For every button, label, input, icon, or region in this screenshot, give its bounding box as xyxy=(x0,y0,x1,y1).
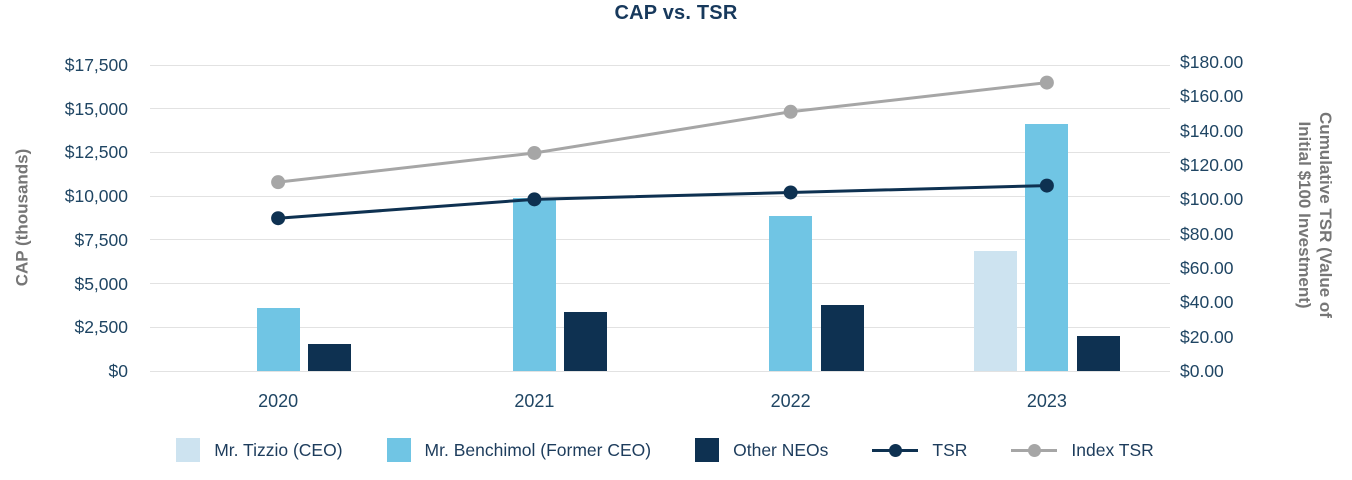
bar-other-neos-2020 xyxy=(308,343,352,371)
legend-swatch-icon xyxy=(695,438,720,462)
marker-index-tsr-2021 xyxy=(527,145,542,160)
legend-item-mr-tizzio-ceo: Mr. Tizzio (CEO) xyxy=(176,438,343,462)
x-axis-label-2023: 2023 xyxy=(1026,391,1067,411)
right-axis-tick-label: $0.00 xyxy=(1180,361,1224,381)
legend-item-other-neos: Other NEOs xyxy=(695,438,828,462)
left-axis-tick-label: $5,000 xyxy=(74,273,128,294)
right-axis-tick-label: $100.00 xyxy=(1180,189,1244,210)
right-axis-tick-label: $180.00 xyxy=(1180,52,1244,72)
right-axis-tick-label: $80.00 xyxy=(1180,223,1234,244)
legend-label: Index TSR xyxy=(1071,439,1154,460)
left-axis-tick-label: $15,000 xyxy=(64,98,128,119)
bar-mr-benchimol-former-ceo-2023 xyxy=(1025,123,1069,371)
legend: Mr. Tizzio (CEO) Mr. Benchimol (Former CE… xyxy=(0,438,1330,462)
left-axis-tick-label: $0 xyxy=(108,361,128,381)
bar-other-neos-2021 xyxy=(564,311,608,371)
legend-label: Mr. Tizzio (CEO) xyxy=(214,439,343,460)
gridline xyxy=(150,239,1170,241)
x-axis-label-2022: 2022 xyxy=(770,391,811,411)
left-axis-tick-label: $7,500 xyxy=(74,229,128,250)
right-axis-tick-label: $140.00 xyxy=(1180,120,1244,141)
marker-tsr-2022 xyxy=(783,185,798,200)
legend-swatch-icon xyxy=(386,438,411,462)
right-axis-tick-label: $60.00 xyxy=(1180,258,1234,278)
left-axis-tick-label: $12,500 xyxy=(64,142,128,163)
chart-title: CAP vs. TSR xyxy=(614,2,738,24)
legend-label: Other NEOs xyxy=(733,439,829,460)
right-axis-tick-label: $40.00 xyxy=(1180,292,1234,313)
legend-line-marker-icon xyxy=(872,438,919,462)
marker-index-tsr-2023 xyxy=(1039,75,1054,90)
legend-line-dot xyxy=(888,443,902,457)
marker-index-tsr-2022 xyxy=(783,104,798,119)
bar-other-neos-2022 xyxy=(820,305,864,371)
bar-other-neos-2023 xyxy=(1076,336,1120,371)
legend-label: TSR xyxy=(932,439,968,460)
legend-item-tsr: TSR xyxy=(872,438,967,462)
line-tsr xyxy=(278,184,1047,220)
bar-mr-tizzio-ceo-2023 xyxy=(973,251,1017,371)
gridline xyxy=(150,326,1170,328)
gridline xyxy=(150,108,1170,110)
right-axis-tick-label: $20.00 xyxy=(1180,326,1234,347)
right-axis-tick-label: $120.00 xyxy=(1180,155,1244,175)
bar-mr-benchimol-former-ceo-2020 xyxy=(256,308,300,371)
bar-mr-benchimol-former-ceo-2022 xyxy=(769,216,813,371)
line-index-tsr xyxy=(277,81,1048,184)
bar-mr-benchimol-former-ceo-2021 xyxy=(512,197,556,371)
left-axis-tick-label: $10,000 xyxy=(64,186,128,207)
legend-line-marker-icon xyxy=(1011,438,1058,462)
gridline xyxy=(150,283,1170,285)
gridline xyxy=(150,370,1170,372)
legend-item-mr-benchimol-former-ceo: Mr. Benchimol (Former CEO) xyxy=(386,438,652,462)
marker-tsr-2021 xyxy=(527,192,542,207)
left-axis-tick-label: $2,500 xyxy=(74,317,128,338)
right-axis-tick-label: $160.00 xyxy=(1180,86,1244,107)
legend-swatch-icon xyxy=(176,438,201,462)
marker-index-tsr-2020 xyxy=(271,175,286,190)
x-axis-label-2020: 2020 xyxy=(258,391,299,411)
legend-line-dot xyxy=(1027,443,1041,457)
x-axis-label-2021: 2021 xyxy=(514,391,555,411)
marker-tsr-2023 xyxy=(1039,178,1054,193)
legend-label: Mr. Benchimol (Former CEO) xyxy=(424,439,652,460)
legend-item-index-tsr: Index TSR xyxy=(1011,438,1154,462)
gridline xyxy=(150,64,1170,66)
marker-tsr-2020 xyxy=(271,211,286,226)
left-axis-tick-label: $17,500 xyxy=(64,55,128,75)
gridline xyxy=(150,151,1170,153)
